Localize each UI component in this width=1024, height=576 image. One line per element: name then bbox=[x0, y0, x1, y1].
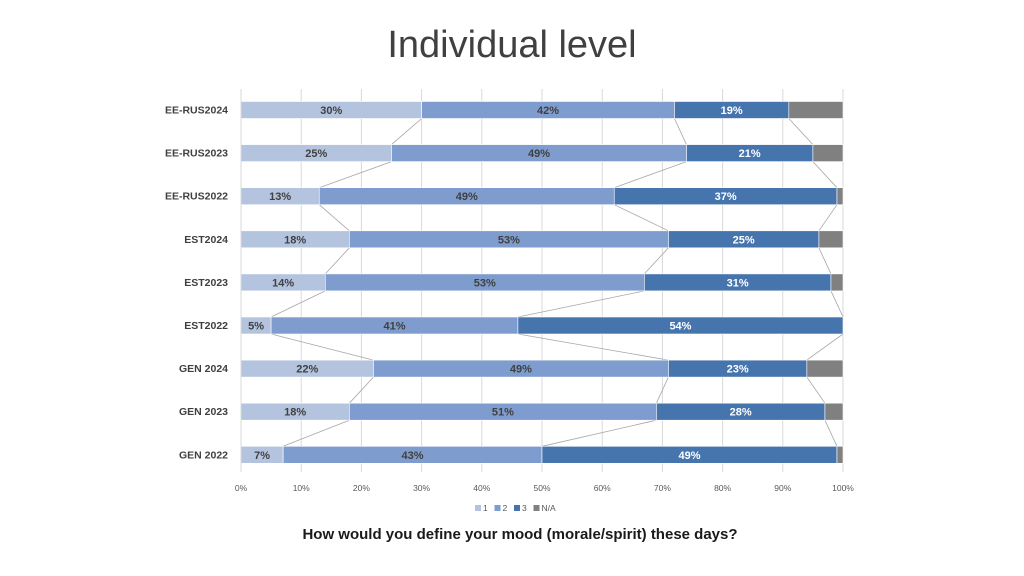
series-line bbox=[271, 333, 374, 361]
x-tick-label: 90% bbox=[774, 483, 791, 493]
series-line bbox=[517, 333, 669, 361]
legend-swatch bbox=[533, 505, 540, 511]
data-label: 18% bbox=[284, 407, 306, 419]
category-label: EST2023 bbox=[184, 277, 228, 289]
data-label: 41% bbox=[383, 321, 405, 333]
series-line bbox=[270, 290, 326, 318]
data-label: 31% bbox=[727, 277, 749, 289]
series-line bbox=[824, 420, 838, 447]
category-label: GEN 2024 bbox=[179, 363, 228, 375]
x-tick-label: 40% bbox=[473, 483, 490, 493]
axis-layer: 0% 10% 20% 30% 40% 50% 60% 70% 80% 90% 100% EE-RUS2… bbox=[165, 89, 854, 493]
data-label: 25% bbox=[733, 234, 755, 246]
series-line bbox=[282, 419, 350, 447]
bar-layer bbox=[240, 101, 844, 464]
data-label: 54% bbox=[669, 321, 691, 333]
bar-segment bbox=[788, 101, 844, 119]
data-label: 49% bbox=[456, 191, 478, 203]
series-line bbox=[674, 118, 687, 145]
series-line bbox=[830, 290, 844, 318]
series-line bbox=[614, 161, 687, 189]
data-label: 5% bbox=[248, 321, 264, 333]
series-line bbox=[349, 376, 374, 404]
category-label: EST2022 bbox=[184, 320, 228, 332]
series-lines bbox=[270, 118, 844, 447]
legend: 1 2 3 N/A bbox=[475, 503, 556, 513]
legend-label: 1 bbox=[483, 503, 488, 513]
category-label: GEN 2022 bbox=[179, 449, 228, 461]
question-caption: How would you define your mood (morale/s… bbox=[302, 526, 738, 543]
x-tick-label: 30% bbox=[413, 483, 430, 493]
data-label: 51% bbox=[492, 407, 514, 419]
label-layer: 30% 42% 19% 25% 49% 21% 13% 49% 37% 18% 53% 25% 14% 5… bbox=[248, 105, 761, 462]
category-label: GEN 2023 bbox=[179, 406, 228, 418]
legend-swatch bbox=[475, 505, 481, 511]
data-label: 42% bbox=[537, 105, 559, 117]
data-label: 14% bbox=[272, 277, 294, 289]
x-tick-label: 20% bbox=[353, 483, 370, 493]
x-tick-label: 80% bbox=[714, 483, 731, 493]
series-line bbox=[614, 204, 669, 232]
slide-title: Individual level bbox=[387, 24, 637, 66]
data-label: 28% bbox=[730, 407, 752, 419]
x-tick-label: 50% bbox=[533, 483, 550, 493]
data-label: 22% bbox=[296, 364, 318, 376]
x-tick-label: 60% bbox=[594, 483, 611, 493]
x-tick-label: 70% bbox=[654, 483, 671, 493]
series-line bbox=[541, 419, 657, 447]
bar-segment bbox=[517, 316, 844, 335]
series-line bbox=[644, 247, 669, 275]
bar-segment bbox=[818, 230, 844, 249]
bar-segment bbox=[806, 359, 844, 378]
data-label: 25% bbox=[305, 148, 327, 160]
series-line bbox=[788, 118, 814, 145]
data-label: 21% bbox=[739, 148, 761, 160]
data-label: 53% bbox=[474, 277, 496, 289]
series-line bbox=[391, 118, 422, 145]
data-label: 43% bbox=[402, 450, 424, 462]
data-label: 19% bbox=[721, 105, 743, 117]
series-line bbox=[806, 376, 826, 404]
legend-swatch bbox=[514, 505, 520, 511]
category-label: EST2024 bbox=[184, 234, 228, 246]
x-tick-label: 10% bbox=[293, 483, 310, 493]
series-line bbox=[812, 161, 838, 188]
series-line bbox=[818, 204, 838, 232]
bar-segment bbox=[836, 445, 844, 464]
category-label: EE-RUS2024 bbox=[165, 105, 228, 117]
legend-label: 2 bbox=[503, 503, 508, 513]
legend-label: 3 bbox=[522, 503, 527, 513]
x-tick-label: 100% bbox=[832, 483, 854, 493]
series-line bbox=[324, 247, 350, 275]
category-label: EE-RUS2022 bbox=[165, 191, 228, 203]
legend-label: N/A bbox=[542, 503, 557, 513]
data-label: 18% bbox=[284, 234, 306, 246]
series-line bbox=[818, 247, 832, 275]
data-label: 49% bbox=[528, 148, 550, 160]
data-label: 7% bbox=[254, 450, 270, 462]
data-label: 13% bbox=[269, 191, 291, 203]
category-label: EE-RUS2023 bbox=[165, 148, 228, 160]
series-line bbox=[656, 376, 669, 404]
bar-segment bbox=[812, 144, 844, 162]
series-line bbox=[318, 204, 350, 232]
data-label: 53% bbox=[498, 234, 520, 246]
data-label: 49% bbox=[678, 450, 700, 462]
series-line bbox=[517, 290, 645, 318]
bar-segment bbox=[836, 187, 844, 205]
data-label: 23% bbox=[727, 364, 749, 376]
data-label: 37% bbox=[715, 191, 737, 203]
bar-segment bbox=[824, 402, 844, 421]
bar-segment bbox=[830, 273, 844, 292]
x-tick-label: 0% bbox=[235, 483, 248, 493]
legend-swatch bbox=[494, 505, 501, 511]
series-line bbox=[319, 161, 392, 189]
data-label: 30% bbox=[320, 105, 342, 117]
series-line bbox=[806, 333, 844, 361]
data-label: 49% bbox=[510, 364, 532, 376]
